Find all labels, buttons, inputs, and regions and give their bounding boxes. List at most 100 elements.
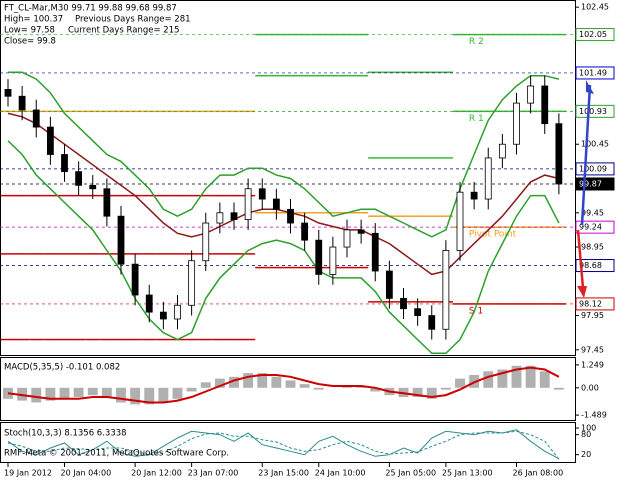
candle-body	[527, 85, 535, 104]
candle-body	[272, 198, 280, 210]
macd-bar	[299, 384, 310, 388]
candle-body	[244, 188, 252, 221]
macd-bar	[285, 380, 296, 388]
pivot-label: R 1	[469, 114, 484, 124]
macd-bar	[59, 387, 70, 399]
macd-bar	[172, 387, 183, 399]
y-tick-label: 1.249	[581, 360, 604, 369]
candle-body	[287, 208, 294, 224]
price-label: 101.49	[579, 68, 607, 77]
up-arrow-head	[586, 80, 594, 94]
candle-body	[188, 260, 196, 306]
candle-body	[329, 246, 337, 275]
candle-body	[456, 191, 464, 251]
indicator-line	[7, 112, 560, 276]
candle-body	[61, 154, 68, 173]
signal-line	[7, 366, 560, 404]
candle-body	[357, 229, 365, 234]
price-label: 98.12	[579, 299, 602, 308]
candle-body	[498, 143, 506, 159]
macd-bar	[412, 387, 423, 397]
candle-body	[470, 191, 478, 200]
candle-body	[400, 298, 407, 310]
macd-bar	[539, 371, 550, 388]
x-tick-label: 23 Jan 07:00	[188, 469, 239, 478]
macd-title: MACD(5,35,5) -0.101 0.082	[4, 363, 120, 373]
price-label-box	[575, 259, 615, 273]
candle-body	[18, 95, 26, 111]
candle-body	[216, 212, 224, 224]
candle-body	[4, 89, 12, 97]
x-tick-label: 19 Jan 2012	[4, 469, 52, 478]
price-label: 100.93	[579, 107, 607, 116]
price-label-box	[575, 220, 615, 234]
y-tick-label: 80	[581, 430, 591, 439]
candle-body	[202, 222, 210, 262]
macd-bar	[257, 373, 268, 388]
macd-bar	[45, 387, 56, 401]
candle-body	[484, 157, 492, 200]
candle-body	[103, 188, 111, 217]
macd-panel	[0, 357, 576, 421]
macd-bar	[229, 376, 239, 388]
macd-bar	[144, 387, 155, 405]
candle-body	[315, 239, 323, 275]
price-label: 100.09	[579, 164, 607, 173]
macd-bar	[426, 387, 437, 399]
macd-bar	[186, 387, 197, 392]
y-tick-label: 99.45	[581, 208, 604, 217]
price-label-box	[575, 104, 615, 118]
x-tick-label: 26 Jan 08:00	[513, 469, 564, 478]
candle-body	[75, 171, 83, 186]
macd-bar	[455, 378, 465, 388]
macd-bar	[101, 387, 112, 397]
candle-body	[131, 263, 139, 296]
x-tick-label: 25 Jan 05:00	[385, 469, 436, 478]
macd-bar	[73, 387, 84, 397]
candle-body	[442, 250, 450, 330]
macd-bar	[370, 387, 381, 392]
candle-body	[145, 294, 153, 313]
candle-body	[174, 304, 181, 320]
candle-body	[301, 222, 309, 241]
macd-bar	[511, 365, 522, 388]
y-tick-label: -1.489	[581, 411, 607, 420]
candle-body	[541, 85, 549, 125]
macd-bar	[497, 369, 508, 388]
price-label: 99.87	[579, 179, 602, 188]
header-stat: Low= 97.58	[4, 26, 55, 36]
candle-body	[343, 229, 351, 248]
candle-body	[89, 184, 97, 190]
candle-body	[32, 109, 40, 128]
header-stat: Close= 99.8	[4, 37, 56, 47]
up-arrow	[580, 84, 592, 226]
macd-bar	[200, 382, 211, 388]
y-tick-label: 0.00	[581, 383, 599, 392]
y-tick-label: 100.45	[581, 140, 609, 149]
price-label: 99.24	[579, 223, 602, 232]
header-stat: Current Days Range= 215	[68, 26, 180, 36]
macd-bar	[483, 371, 494, 388]
macd-bar	[31, 387, 42, 403]
header-stat: Previous Days Range= 281	[75, 15, 191, 25]
x-tick-label: 20 Jan 04:00	[61, 469, 112, 478]
stoch-panel	[0, 422, 576, 463]
candle-body	[428, 315, 436, 330]
candle-body	[513, 102, 520, 145]
price-label-box	[575, 297, 615, 311]
macd-bar	[116, 387, 126, 403]
macd-bar	[243, 373, 254, 388]
y-tick-label: 98.95	[581, 243, 604, 252]
macd-bar	[271, 376, 282, 388]
pivot-label: Pivot Point	[469, 230, 517, 240]
candle-body	[46, 126, 54, 155]
macd-bar	[525, 365, 536, 388]
x-tick-label: 23 Jan 15:00	[258, 469, 309, 478]
price-label: 98.68	[579, 261, 602, 270]
candle-body	[230, 212, 238, 221]
indicator-line	[8, 71, 560, 238]
price-label-box	[575, 66, 615, 80]
pivot-label: S 1	[469, 306, 483, 316]
y-tick-label: 102.45	[581, 3, 609, 12]
